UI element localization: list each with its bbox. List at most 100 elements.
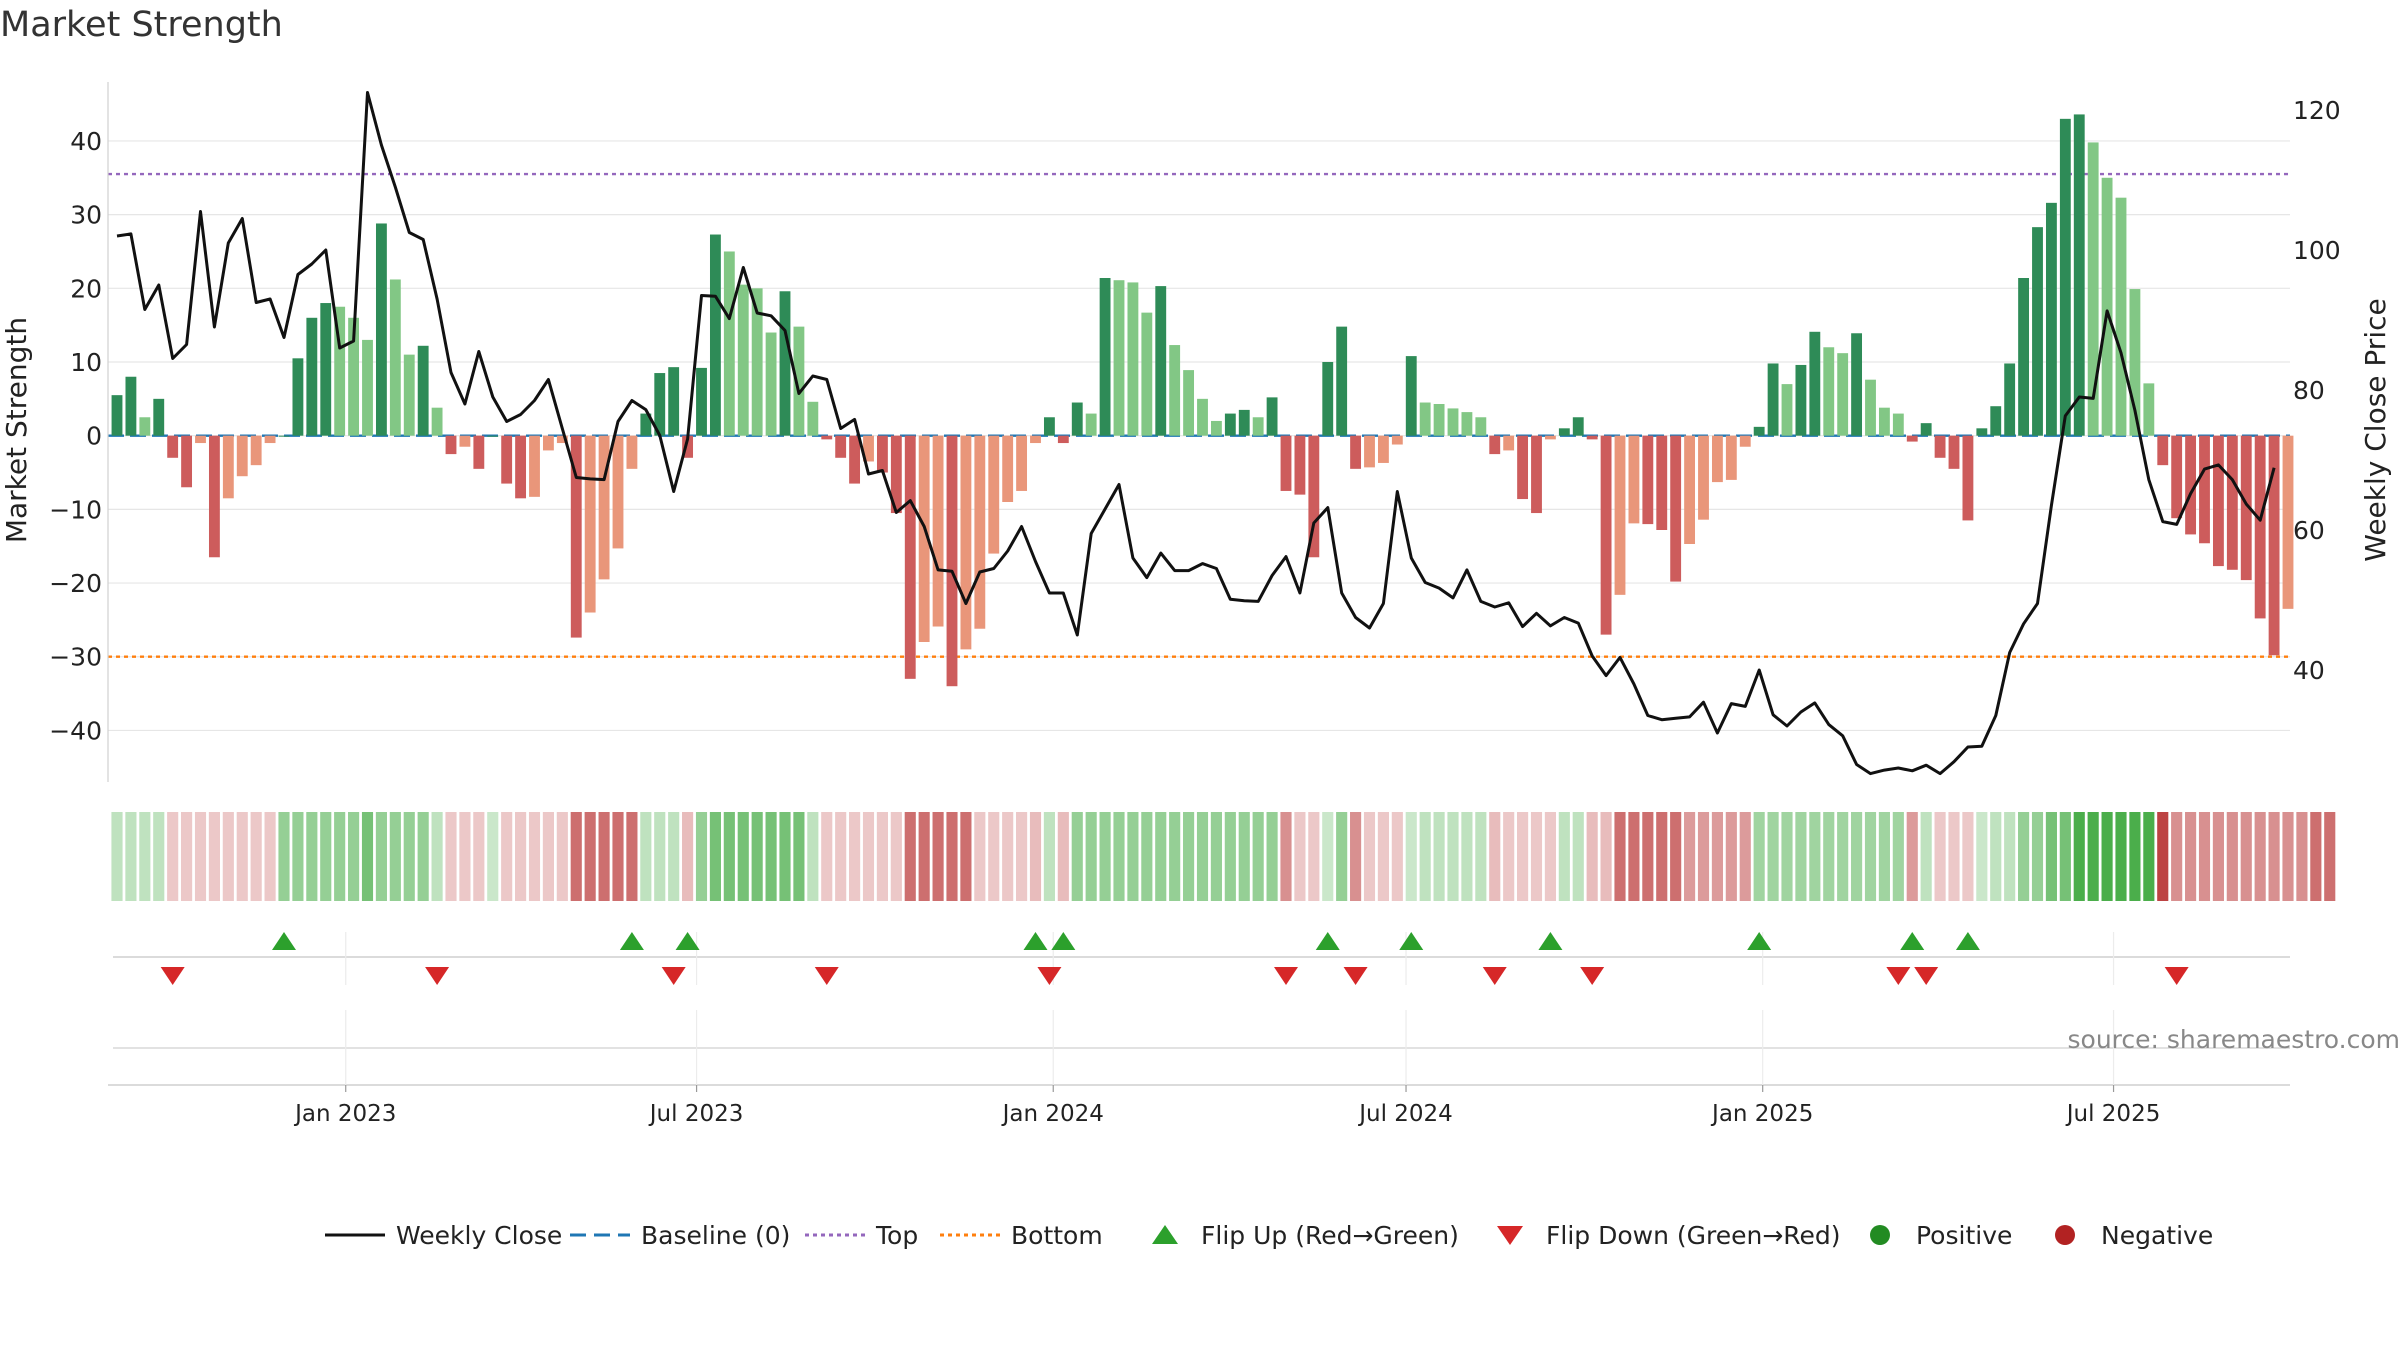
regime-cell: [1169, 812, 1181, 901]
strength-bar: [208, 435, 220, 558]
strength-bar: [306, 317, 318, 436]
strength-bar: [1531, 435, 1542, 514]
regime-cell: [292, 812, 304, 901]
regime-cell: [765, 812, 777, 901]
regime-cell: [1781, 812, 1793, 901]
legend-item: Top: [805, 1221, 918, 1250]
regime-cell: [167, 812, 179, 901]
strength-bar: [1377, 435, 1389, 463]
regime-cell: [1350, 812, 1362, 901]
strength-bar: [1962, 435, 1974, 521]
strength-bar: [1698, 435, 1709, 520]
regime-cell: [1990, 812, 2002, 901]
y2-tick-label: 40: [2293, 656, 2325, 685]
regime-cell: [1196, 812, 1209, 901]
strength-bar: [2018, 278, 2030, 436]
regime-cell: [1962, 812, 1974, 901]
regime-cell: [2073, 812, 2085, 901]
regime-cell: [250, 812, 262, 901]
legend-label: Negative: [2101, 1221, 2213, 1250]
strength-bar: [515, 435, 527, 499]
strength-bar: [1628, 435, 1640, 524]
regime-cell: [348, 812, 360, 901]
strength-bar: [1224, 413, 1236, 436]
regime-cell: [695, 812, 708, 901]
strength-bar: [236, 435, 248, 477]
flip-down-marker: [1580, 967, 1605, 985]
regime-cell: [723, 812, 735, 901]
regime-cell: [1851, 812, 1863, 901]
legend-swatch: [1497, 1226, 1523, 1245]
regime-cell: [1948, 812, 1960, 901]
regime-cell: [431, 812, 443, 901]
strength-bar: [946, 435, 958, 687]
regime-cell: [1057, 812, 1069, 901]
legend-label: Flip Down (Green→Red): [1546, 1221, 1841, 1250]
regime-cell: [2198, 812, 2211, 901]
regime-cell: [1795, 812, 1807, 901]
strength-bar: [348, 317, 360, 436]
flip-down-marker: [160, 967, 185, 985]
strength-bar: [2101, 177, 2113, 436]
regime-cell: [1837, 812, 1849, 901]
strength-bar: [668, 367, 680, 436]
strength-bar: [222, 435, 234, 499]
strength-bar: [1614, 435, 1626, 595]
strength-bar: [1642, 435, 1654, 525]
regime-cell: [264, 812, 276, 901]
strength-bar: [2240, 435, 2252, 581]
strength-bar: [876, 435, 888, 473]
strength-bar: [1934, 435, 1946, 458]
flip-down-marker: [1886, 967, 1911, 985]
strength-bar: [612, 435, 624, 549]
regime-cell: [1503, 812, 1515, 901]
flip-up-marker: [1538, 932, 1563, 950]
strength-bar: [1475, 417, 1487, 436]
regime-cell: [570, 812, 582, 901]
strength-bar: [362, 339, 373, 436]
regime-cell: [1252, 812, 1264, 901]
regime-cell: [1697, 812, 1710, 901]
regime-cell: [1892, 812, 1904, 901]
flip-up-marker: [619, 932, 644, 950]
x-tick-label: Jul 2025: [2065, 1101, 2161, 1127]
strength-bar: [473, 435, 485, 469]
strength-bar: [292, 358, 304, 436]
regime-cell: [1071, 812, 1083, 901]
legend-swatch: [1870, 1225, 1890, 1245]
regime-cell: [2059, 812, 2071, 901]
strength-bar: [1447, 408, 1459, 436]
strength-bar: [1169, 345, 1181, 436]
strength-bar: [1544, 435, 1556, 440]
strength-bar: [1433, 404, 1445, 436]
regime-cell: [1280, 812, 1292, 901]
strength-bar: [626, 435, 638, 469]
flip-down-marker: [425, 967, 450, 985]
strength-bar: [1030, 435, 1041, 444]
chart-title: Market Strength: [0, 5, 283, 45]
strength-bar: [1656, 435, 1668, 530]
strength-bar: [1767, 363, 1779, 436]
regime-cell: [417, 812, 429, 901]
legend-item: Flip Up (Red→Green): [1152, 1221, 1459, 1250]
strength-bar: [181, 435, 193, 488]
flip-markers-panel: [113, 932, 2290, 985]
regime-cell: [1447, 812, 1459, 901]
regime-cell: [1558, 812, 1570, 901]
regime-cell: [111, 812, 123, 901]
regime-cell: [654, 812, 666, 901]
strength-bar: [1155, 286, 1167, 436]
regime-cell: [1586, 812, 1598, 901]
regime-cell: [2212, 812, 2224, 901]
flip-down-marker: [1274, 967, 1298, 985]
regime-cell: [1489, 812, 1501, 901]
regime-cell: [1127, 812, 1139, 901]
strength-bar: [501, 435, 513, 484]
regime-cell: [1224, 812, 1236, 901]
strength-bar: [1837, 353, 1849, 436]
regime-cell: [515, 812, 527, 901]
legend: Weekly Close Baseline (0) Top Bottom Flip Up…: [325, 1221, 2213, 1250]
flip-down-marker: [2164, 967, 2189, 985]
strength-bar: [2254, 435, 2266, 619]
regime-cell: [1210, 812, 1222, 901]
